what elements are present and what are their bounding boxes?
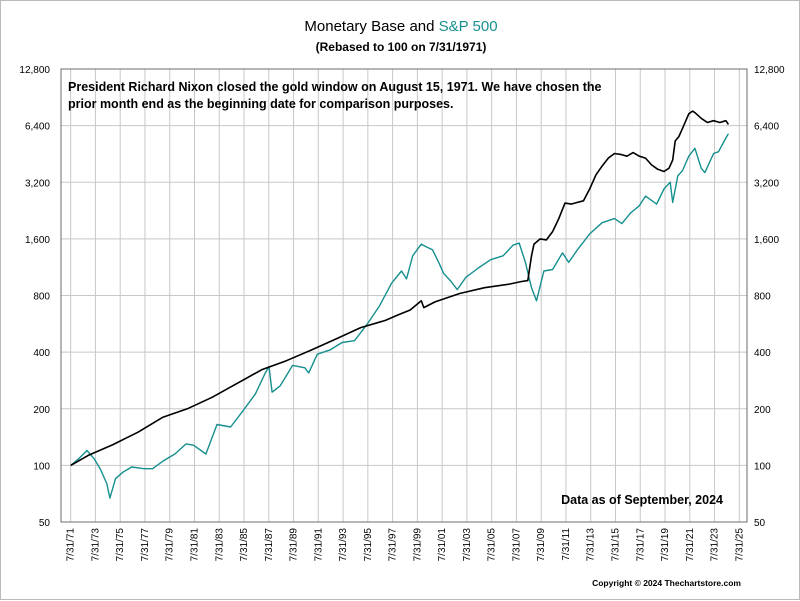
x-tick-label: 7/31/03: [462, 528, 473, 562]
chart-title-highlight: S&P 500: [438, 18, 498, 35]
x-tick-label: 7/31/89: [289, 528, 300, 562]
gold-window-note: President Richard Nixon closed the gold …: [68, 80, 602, 111]
y-axis-right: 50 100 200 400 800 1,600 3,200 6,400 12,800: [754, 65, 785, 529]
y-tick-label-left: 400: [33, 348, 50, 359]
series-line-sp500: [70, 133, 730, 499]
x-tick-label: 7/31/85: [239, 528, 250, 562]
x-tick-label: 7/31/83: [214, 528, 225, 562]
x-tick-label: 7/31/23: [710, 528, 721, 562]
copyright-text: Copyright © 2024 Thechartstore.com: [592, 578, 741, 588]
x-tick-label: 7/31/05: [487, 528, 498, 562]
chart-title: Monetary Base and S&P 500: [1, 18, 800, 35]
series-line-monetary-base: [70, 110, 730, 467]
data-as-of-label: Data as of September, 2024: [561, 493, 723, 507]
y-tick-label-left: 12,800: [19, 65, 50, 76]
x-tick-label: 7/31/15: [610, 528, 621, 562]
x-tick-label: 7/31/79: [165, 528, 176, 562]
y-tick-label-right: 1,600: [754, 235, 779, 246]
gridlines: [61, 68, 747, 523]
y-tick-label-left: 1,600: [25, 235, 50, 246]
y-tick-label-left: 200: [33, 405, 50, 416]
x-tick-label: 7/31/95: [363, 528, 374, 562]
y-tick-label-right: 800: [754, 292, 771, 303]
x-tick-label: 7/31/21: [685, 528, 696, 562]
y-tick-label-left: 6,400: [25, 122, 50, 133]
y-axis-left: 50 100 200 400 800 1,600 3,200 6,400 12,800: [19, 65, 50, 529]
x-tick-label: 7/31/25: [734, 528, 745, 562]
x-axis: 7/31/71 7/31/73 7/31/75 7/31/77 7/31/79 7/31/…: [66, 528, 746, 562]
plot-frame: [60, 68, 748, 523]
x-tick-label: 7/31/17: [635, 528, 646, 562]
y-tick-label-left: 3,200: [25, 178, 50, 189]
x-tick-label: 7/31/11: [561, 528, 572, 561]
y-tick-label-right: 3,200: [754, 178, 779, 189]
x-tick-label: 7/31/97: [388, 528, 399, 562]
x-tick-label: 7/31/71: [66, 528, 77, 562]
x-tick-label: 7/31/73: [90, 528, 101, 562]
x-tick-label: 7/31/87: [264, 528, 275, 562]
y-tick-label-right: 50: [754, 518, 766, 529]
x-tick-label: 7/31/07: [511, 528, 522, 562]
y-tick-label-right: 100: [754, 461, 771, 472]
y-tick-label-left: 50: [39, 518, 51, 529]
x-tick-label: 7/31/19: [660, 528, 671, 562]
x-tick-label: 7/31/01: [437, 528, 448, 562]
y-tick-label-right: 400: [754, 348, 771, 359]
y-tick-label-right: 12,800: [754, 65, 785, 76]
x-tick-label: 7/31/77: [140, 528, 151, 562]
x-tick-label: 7/31/13: [586, 528, 597, 562]
x-tick-label: 7/31/75: [115, 528, 126, 562]
x-tick-label: 7/31/93: [338, 528, 349, 562]
y-tick-label-right: 6,400: [754, 122, 779, 133]
chart-subtitle: (Rebased to 100 on 7/31/1971): [315, 40, 487, 54]
x-tick-label: 7/31/99: [412, 528, 423, 562]
series-group: [70, 110, 730, 499]
y-tick-label-left: 800: [33, 292, 50, 303]
y-tick-label-left: 100: [33, 461, 50, 472]
x-tick-label: 7/31/09: [536, 528, 547, 562]
y-tick-label-right: 200: [754, 405, 771, 416]
chart-title-prefix: Monetary Base and: [304, 18, 439, 35]
x-tick-label: 7/31/81: [189, 528, 200, 562]
x-tick-label: 7/31/91: [313, 528, 324, 562]
